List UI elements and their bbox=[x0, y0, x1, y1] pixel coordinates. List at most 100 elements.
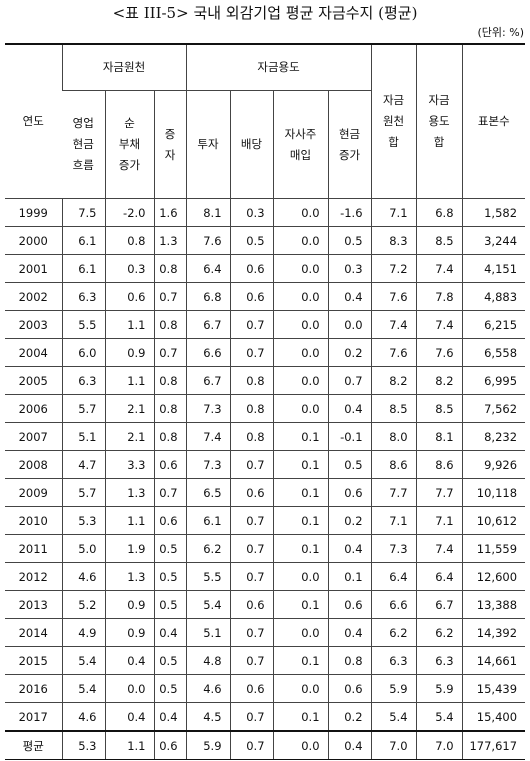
table-cell: 0.4 bbox=[327, 282, 372, 311]
table-cell: 0.0 bbox=[272, 730, 329, 760]
table-row: 1999 7.5 -2.0 1.6 8.1 0.3 0.0 -1.6 7.1 6.8 1,582 bbox=[5, 198, 526, 227]
table-cell: 0.6 bbox=[153, 450, 187, 479]
table-cell: 0.7 bbox=[229, 646, 274, 675]
table-cell: 8.2 bbox=[415, 366, 463, 395]
header-group: 자금용도 bbox=[185, 43, 372, 91]
table-cell: 7.0 bbox=[415, 730, 463, 760]
table-cell: 0.8 bbox=[153, 394, 187, 423]
table-cell: 5.0 bbox=[61, 534, 105, 563]
table-cell: 7.2 bbox=[370, 254, 417, 283]
table-cell: 8.5 bbox=[415, 226, 463, 255]
table-cell: 6.2 bbox=[370, 618, 417, 647]
table-cell: 5.2 bbox=[61, 590, 105, 619]
table-cell: 0.5 bbox=[153, 646, 187, 675]
table-cell: 14,661 bbox=[461, 646, 526, 675]
table-cell: 8.6 bbox=[415, 450, 463, 479]
table-cell: 6.1 bbox=[61, 254, 105, 283]
table-cell: 8.5 bbox=[370, 394, 417, 423]
table-cell: 5.5 bbox=[61, 310, 105, 339]
table-cell: 15,439 bbox=[461, 674, 526, 703]
table-cell: 0.1 bbox=[272, 534, 329, 563]
header-cell: 표본수 bbox=[461, 43, 526, 199]
table-cell: 0.7 bbox=[153, 478, 187, 507]
row-label: 2001 bbox=[5, 254, 62, 283]
row-label: 2010 bbox=[5, 506, 62, 535]
table-cell: 6.4 bbox=[185, 254, 231, 283]
table-cell: 0.8 bbox=[153, 422, 187, 451]
table-cell: 5.4 bbox=[61, 674, 105, 703]
table-cell: 6.3 bbox=[415, 646, 463, 675]
table-cell: 0.4 bbox=[327, 394, 372, 423]
table-cell: 0.7 bbox=[229, 450, 274, 479]
table-cell: 4.7 bbox=[61, 450, 105, 479]
table-cell: 0.0 bbox=[272, 310, 329, 339]
table-cell: 0.5 bbox=[229, 226, 274, 255]
unit-note: (단위: %) bbox=[477, 26, 524, 39]
table-cell: 5.3 bbox=[61, 506, 105, 535]
table-cell: 0.8 bbox=[153, 366, 187, 395]
table-row: 2006 5.7 2.1 0.8 7.3 0.8 0.0 0.4 8.5 8.5 7,562 bbox=[5, 394, 526, 423]
table-cell: 6.5 bbox=[185, 478, 231, 507]
table-body: 1999 7.5 -2.0 1.6 8.1 0.3 0.0 -1.6 7.1 6.8 1,582 20… bbox=[5, 198, 526, 760]
table-row: 2007 5.1 2.1 0.8 7.4 0.8 0.1 -0.1 8.0 8.1 8,232 bbox=[5, 422, 526, 451]
table-cell: 2.1 bbox=[104, 394, 154, 423]
table-cell: 0.4 bbox=[327, 618, 372, 647]
header-cell: 자금 용도 합 bbox=[415, 43, 463, 199]
table-cell: 0.0 bbox=[272, 254, 329, 283]
row-label: 2008 bbox=[5, 450, 62, 479]
table-cell: 5.9 bbox=[370, 674, 417, 703]
row-label: 2017 bbox=[5, 702, 62, 732]
table-cell: 7.0 bbox=[370, 730, 417, 760]
table-cell: 0.5 bbox=[153, 534, 187, 563]
table-cell: 10,612 bbox=[461, 506, 526, 535]
table-cell: 5.3 bbox=[61, 730, 105, 760]
table-cell: 0.0 bbox=[272, 338, 329, 367]
table-cell: 6.6 bbox=[185, 338, 231, 367]
table-cell: 0.4 bbox=[153, 618, 187, 647]
table-cell: 6.3 bbox=[61, 366, 105, 395]
row-label: 2007 bbox=[5, 422, 62, 451]
table-cell: 4.5 bbox=[185, 702, 231, 732]
table-cell: 6.7 bbox=[415, 590, 463, 619]
header-cell: 투자 bbox=[185, 90, 231, 199]
table-cell: 0.1 bbox=[272, 646, 329, 675]
table-cell: 0.9 bbox=[104, 338, 154, 367]
table-cell: 0.0 bbox=[272, 674, 329, 703]
table-cell: 7.3 bbox=[370, 534, 417, 563]
table-cell: 5.4 bbox=[415, 702, 463, 732]
table-cell: -2.0 bbox=[104, 198, 154, 227]
table-cell: 0.4 bbox=[327, 534, 372, 563]
table-cell: 6.8 bbox=[185, 282, 231, 311]
table-cell: 3.3 bbox=[104, 450, 154, 479]
table-cell: 0.7 bbox=[153, 338, 187, 367]
row-label: 2009 bbox=[5, 478, 62, 507]
row-label: 2011 bbox=[5, 534, 62, 563]
table-cell: 1.1 bbox=[104, 730, 154, 760]
table-row: 2016 5.4 0.0 0.5 4.6 0.6 0.0 0.6 5.9 5.9 15,439 bbox=[5, 674, 526, 703]
table-cell: 0.7 bbox=[153, 282, 187, 311]
table-cell: 0.4 bbox=[153, 702, 187, 732]
table-cell: 7.4 bbox=[185, 422, 231, 451]
table-cell: 8.6 bbox=[370, 450, 417, 479]
table-row: 2008 4.7 3.3 0.6 7.3 0.7 0.1 0.5 8.6 8.6 9,926 bbox=[5, 450, 526, 479]
row-label: 평균 bbox=[5, 730, 62, 760]
table-cell: 8.5 bbox=[415, 394, 463, 423]
table-cell: 6.7 bbox=[185, 310, 231, 339]
table-cell: 5.4 bbox=[370, 702, 417, 732]
table-cell: 0.0 bbox=[272, 282, 329, 311]
table-cell: 0.1 bbox=[272, 450, 329, 479]
table-cell: 5.9 bbox=[415, 674, 463, 703]
table-cell: 6.2 bbox=[185, 534, 231, 563]
table-cell: 2.1 bbox=[104, 422, 154, 451]
table-cell: 6.0 bbox=[61, 338, 105, 367]
table-cell: 0.7 bbox=[327, 366, 372, 395]
table-cell: 1.1 bbox=[104, 506, 154, 535]
table-row: 2002 6.3 0.6 0.7 6.8 0.6 0.0 0.4 7.6 7.8 4,883 bbox=[5, 282, 526, 311]
row-label: 2014 bbox=[5, 618, 62, 647]
table-cell: 0.6 bbox=[229, 282, 274, 311]
table-cell: 0.0 bbox=[272, 226, 329, 255]
table-cell: 7.4 bbox=[415, 534, 463, 563]
table-cell: 8,232 bbox=[461, 422, 526, 451]
table-cell: 6.3 bbox=[61, 282, 105, 311]
table-cell: 0.0 bbox=[272, 562, 329, 591]
